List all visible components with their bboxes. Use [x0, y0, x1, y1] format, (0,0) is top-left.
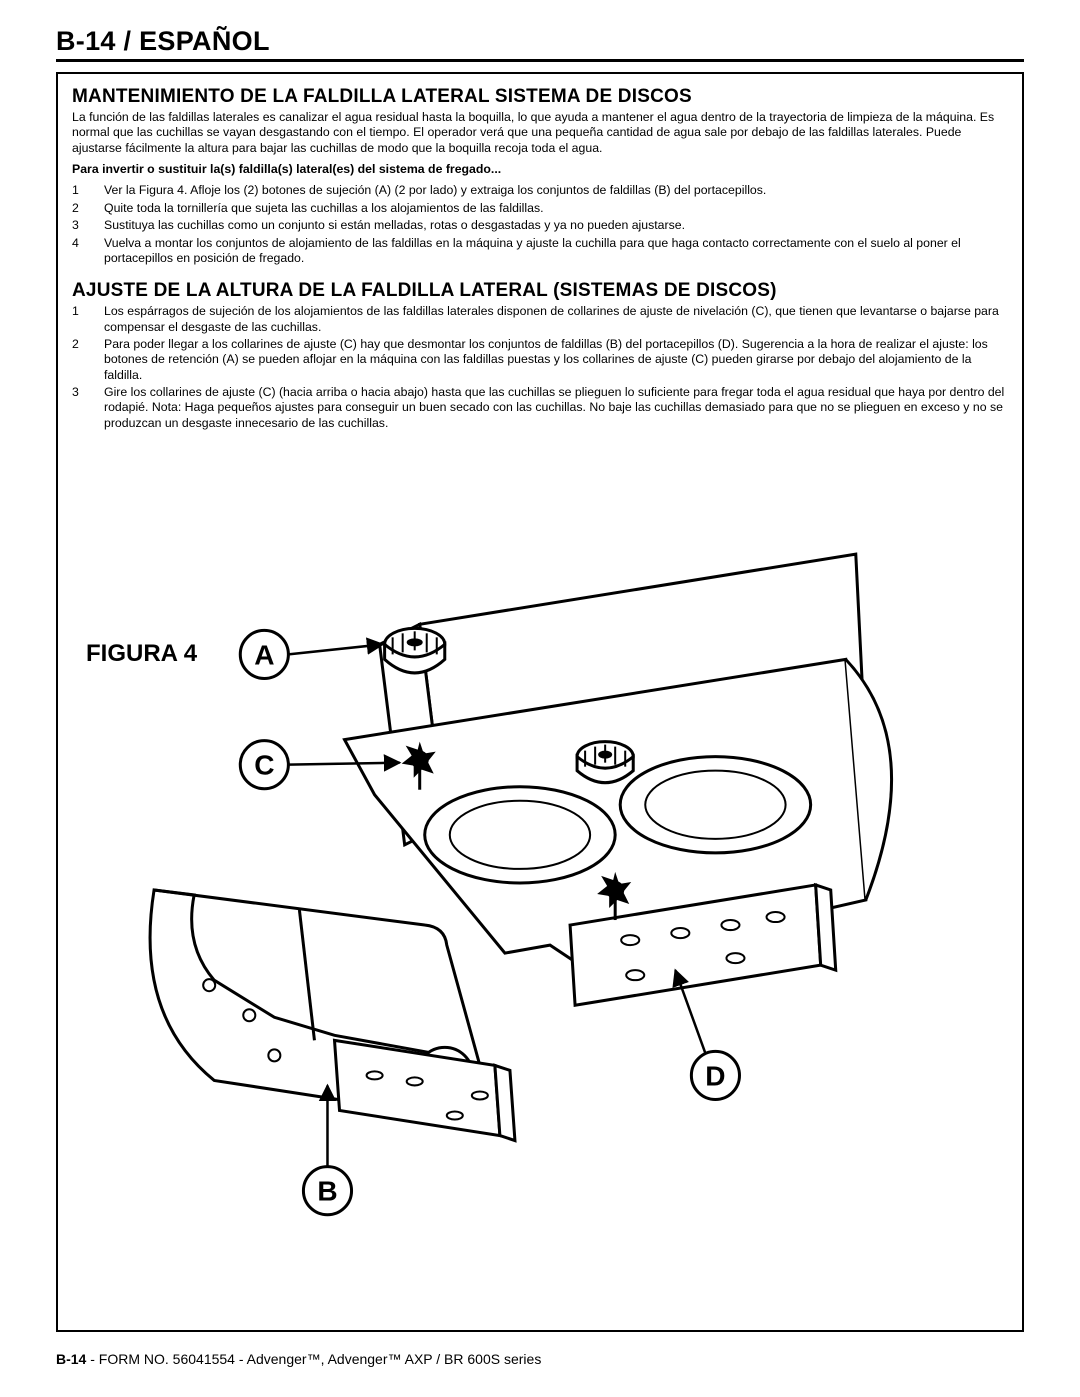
list-num: 2	[72, 201, 86, 216]
section1-list: 1 Ver la Figura 4. Afloje los (2) botone…	[72, 183, 1008, 266]
page-footer: B-14 - FORM NO. 56041554 - Advenger™, Ad…	[56, 1351, 541, 1367]
list-num: 1	[72, 304, 86, 335]
list-num: 3	[72, 218, 86, 233]
callout-d: D	[705, 1060, 725, 1091]
callout-b: B	[317, 1176, 337, 1207]
footer-page: B-14	[56, 1351, 86, 1367]
section2-list: 1 Los espárragos de sujeción de los aloj…	[72, 304, 1008, 431]
list-item: 3 Gire los collarines de ajuste (C) (hac…	[72, 385, 1008, 431]
section2-title: AJUSTE DE LA ALTURA DE LA FALDILLA LATER…	[72, 280, 1008, 302]
list-text: Para poder llegar a los collarines de aj…	[104, 337, 1008, 383]
list-num: 2	[72, 337, 86, 383]
skirt-b	[150, 890, 515, 1141]
list-num: 4	[72, 236, 86, 267]
knob-a	[385, 628, 445, 673]
callout-a: A	[254, 639, 274, 670]
list-num: 1	[72, 183, 86, 198]
section1-intro: La función de las faldillas laterales es…	[72, 110, 1008, 156]
footer-rest: - FORM NO. 56041554 - Advenger™, Advenge…	[86, 1351, 541, 1367]
list-item: 1 Los espárragos de sujeción de los aloj…	[72, 304, 1008, 335]
list-text: Ver la Figura 4. Afloje los (2) botones …	[104, 183, 1008, 198]
callout-c: C	[254, 750, 274, 781]
list-text: Quite toda la tornillería que sujeta las…	[104, 201, 1008, 216]
list-item: 3 Sustituya las cuchillas como un conjun…	[72, 218, 1008, 233]
figure-4: FIGURA 4 FRONT	[72, 494, 1008, 1316]
section1-title: MANTENIMIENTO DE LA FALDILLA LATERAL SIS…	[72, 86, 1008, 108]
list-item: 2 Para poder llegar a los collarines de …	[72, 337, 1008, 383]
list-text: Vuelva a montar los conjuntos de alojami…	[104, 236, 1008, 267]
list-item: 2 Quite toda la tornillería que sujeta l…	[72, 201, 1008, 216]
list-text: Los espárragos de sujeción de los alojam…	[104, 304, 1008, 335]
section1-lead: Para invertir o sustituir la(s) faldilla…	[72, 162, 1008, 177]
figure-svg: FRONT	[72, 494, 1008, 1316]
list-text: Gire los collarines de ajuste (C) (hacia…	[104, 385, 1008, 431]
list-item: 1 Ver la Figura 4. Afloje los (2) botone…	[72, 183, 1008, 198]
content-frame: MANTENIMIENTO DE LA FALDILLA LATERAL SIS…	[56, 72, 1024, 1332]
list-num: 3	[72, 385, 86, 431]
list-text: Sustituya las cuchillas como un conjunto…	[104, 218, 1008, 233]
page-header: B-14 / ESPAÑOL	[56, 26, 1024, 62]
list-item: 4 Vuelva a montar los conjuntos de aloja…	[72, 236, 1008, 267]
